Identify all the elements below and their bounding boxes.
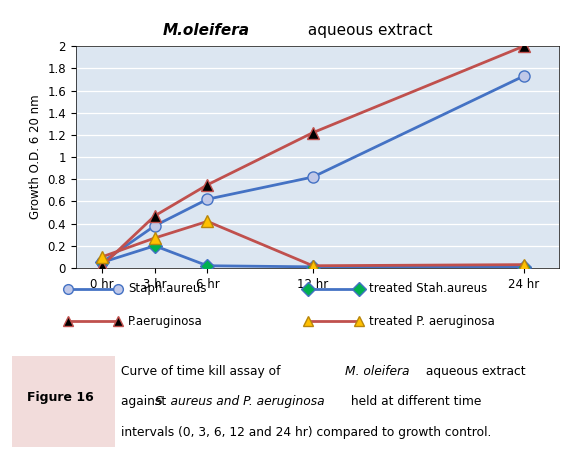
Text: against: against <box>120 395 170 408</box>
Text: intervals (0, 3, 6, 12 and 24 hr) compared to growth control.: intervals (0, 3, 6, 12 and 24 hr) compar… <box>120 426 491 439</box>
Text: aqueous extract: aqueous extract <box>423 365 526 377</box>
Text: treated P. aeruginosa: treated P. aeruginosa <box>368 315 494 328</box>
Y-axis label: Growth O.D. 6 20 nm: Growth O.D. 6 20 nm <box>29 95 42 219</box>
Text: Curve of time kill assay of: Curve of time kill assay of <box>120 365 284 377</box>
Text: held at different time: held at different time <box>347 395 481 408</box>
Text: treated Stah.aureus: treated Stah.aureus <box>368 282 487 295</box>
Text: S. aureus and P. aeruginosa: S. aureus and P. aeruginosa <box>155 395 324 408</box>
Text: Figure 16: Figure 16 <box>27 391 94 404</box>
Text: M.oleifera: M.oleifera <box>163 23 250 37</box>
Text: Staph.aureus: Staph.aureus <box>128 282 207 295</box>
Text: M. oleifera: M. oleifera <box>345 365 409 377</box>
FancyBboxPatch shape <box>6 356 115 447</box>
Text: aqueous extract: aqueous extract <box>303 23 432 37</box>
Text: P.aeruginosa: P.aeruginosa <box>128 315 203 328</box>
